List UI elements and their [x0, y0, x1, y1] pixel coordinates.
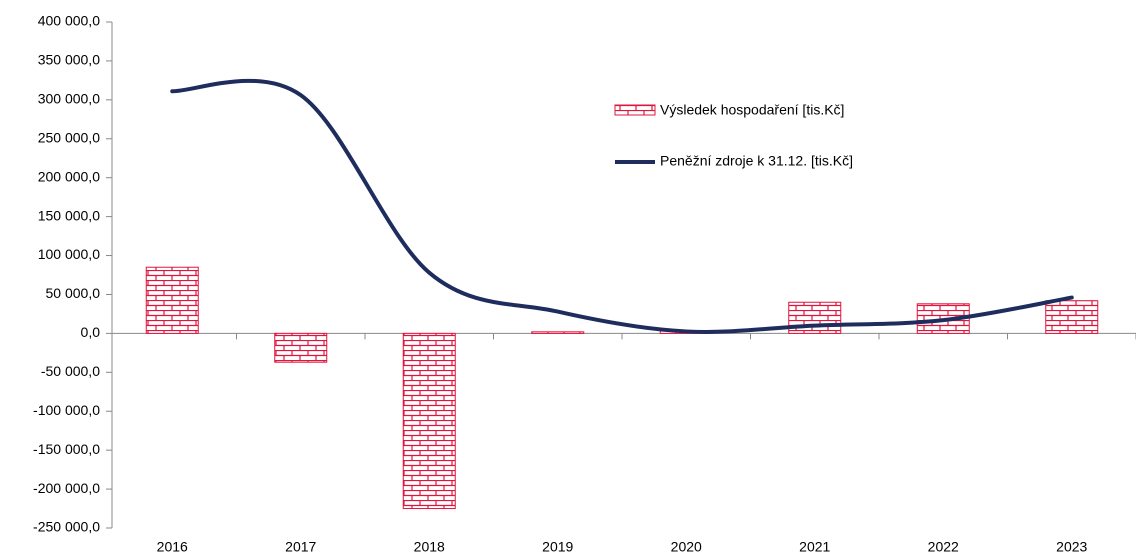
bar — [145, 266, 199, 334]
y-tick-label: 350 000,0 — [38, 52, 100, 68]
bar — [1045, 300, 1099, 334]
bar — [531, 331, 585, 334]
legend-label: Peněžní zdroje k 31.12. [tis.Kč] — [660, 153, 853, 169]
x-tick-label: 2022 — [928, 539, 959, 555]
y-tick-label: -250 000,0 — [33, 519, 100, 535]
y-tick-label: 250 000,0 — [38, 129, 100, 145]
y-tick-label: 300 000,0 — [38, 91, 100, 107]
y-tick-label: 200 000,0 — [38, 168, 100, 184]
bar — [402, 332, 456, 510]
legend-swatch — [614, 104, 656, 116]
x-tick-label: 2018 — [414, 539, 445, 555]
y-tick-label: 150 000,0 — [38, 207, 100, 223]
y-tick-label: -100 000,0 — [33, 402, 100, 418]
y-tick-label: 100 000,0 — [38, 246, 100, 262]
y-tick-label: -150 000,0 — [33, 441, 100, 457]
bar — [274, 332, 328, 363]
bar — [788, 301, 842, 334]
x-tick-label: 2021 — [799, 539, 830, 555]
x-tick-label: 2023 — [1056, 539, 1087, 555]
line — [170, 78, 1074, 334]
x-tick-label: 2016 — [157, 539, 188, 555]
y-tick-label: -50 000,0 — [41, 363, 100, 379]
y-tick-label: 50 000,0 — [46, 285, 101, 301]
x-tick-label: 2019 — [542, 539, 573, 555]
y-tick-label: 0,0 — [81, 324, 101, 340]
y-tick-label: -200 000,0 — [33, 480, 100, 496]
legend-label: Výsledek hospodaření [tis.Kč] — [660, 102, 844, 118]
x-tick-label: 2017 — [285, 539, 316, 555]
y-tick-label: 400 000,0 — [38, 13, 100, 29]
x-tick-label: 2020 — [671, 539, 702, 555]
